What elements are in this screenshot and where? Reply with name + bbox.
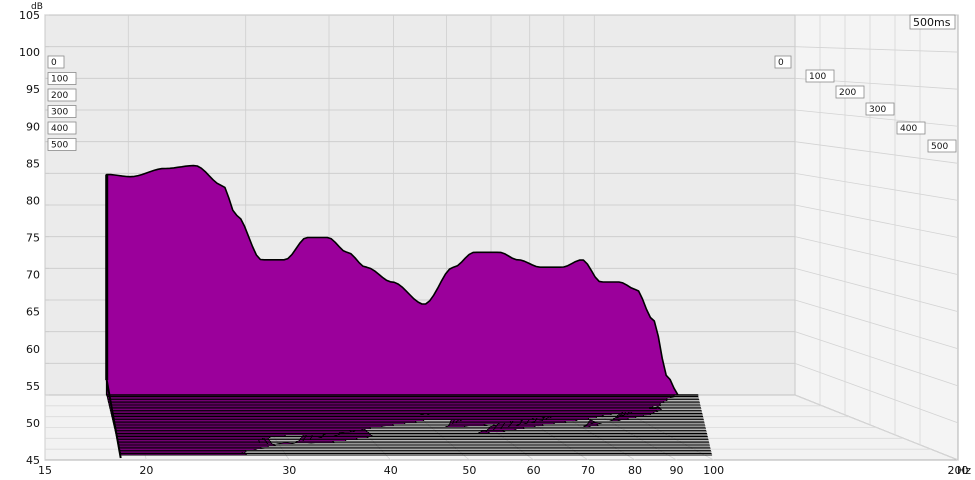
- x-tick-label: 90: [670, 464, 684, 477]
- y-tick-label: 55: [26, 380, 40, 393]
- time-label-right: 500: [931, 142, 948, 152]
- y-tick-label: 50: [26, 417, 40, 430]
- time-label-right-box: [805, 69, 835, 83]
- y-tick-label: 45: [26, 454, 40, 467]
- time-label-right-box: [865, 102, 895, 116]
- time-label-right: 200: [839, 88, 856, 98]
- time-label-left: 100: [51, 75, 68, 85]
- x-tick-label: 50: [462, 464, 476, 477]
- grid-line-wall: [794, 236, 959, 275]
- time-label-left-box: [47, 55, 65, 69]
- time-label-left: 200: [51, 91, 68, 101]
- y-tick-label: 60: [26, 343, 40, 356]
- time-unit-badge: 500ms: [909, 14, 956, 30]
- x-tick-label: 80: [628, 464, 642, 477]
- time-labels-left: 0 100 200 300 400 500: [47, 55, 77, 151]
- grid-line-wall: [794, 204, 959, 238]
- y-tick-label: 105: [19, 9, 40, 22]
- time-label-left: 400: [51, 124, 68, 134]
- y-tick-label: 80: [26, 194, 40, 207]
- x-axis-ticks: 15 20 30 40 50 60 70 80 90 100 200: [38, 464, 969, 477]
- y-tick-label: 65: [26, 306, 40, 319]
- waterfall-slice: [105, 164, 699, 396]
- time-label-right: 400: [900, 124, 917, 134]
- grid-line-wall: [794, 267, 959, 313]
- time-label-left-box: [47, 72, 77, 85]
- grid-line-wall: [794, 299, 959, 350]
- time-label-left: 0: [51, 58, 57, 68]
- grid-line-wall: [794, 331, 959, 387]
- time-label-right: 100: [809, 72, 826, 82]
- y-axis-ticks: 45 50 55 60 65 70 75 80 85 90 95 100 105: [19, 9, 40, 467]
- grid-line-wall: [794, 172, 959, 201]
- time-label-right: 300: [869, 105, 886, 115]
- time-label-right-box: [896, 121, 926, 135]
- time-label-right-box: [835, 85, 865, 99]
- y-tick-label: 70: [26, 269, 40, 282]
- x-axis-unit: Hz: [957, 464, 971, 477]
- grid-line-wall: [794, 141, 959, 164]
- y-tick-label: 95: [26, 83, 40, 96]
- x-tick-label: 100: [703, 464, 724, 477]
- y-tick-label: 100: [19, 46, 40, 59]
- time-label-left-box: [47, 121, 77, 135]
- time-label-left-box: [47, 138, 77, 151]
- waterfall-depth-edge: [105, 379, 122, 459]
- time-label-left-box: [47, 88, 77, 102]
- y-axis-unit: dB: [31, 2, 43, 12]
- time-label-left: 500: [51, 141, 68, 151]
- y-tick-label: 75: [26, 232, 40, 245]
- time-label-left-box: [47, 105, 77, 118]
- time-label-right-box: [927, 139, 957, 153]
- x-tick-label: 40: [384, 464, 398, 477]
- x-tick-label: 30: [282, 464, 296, 477]
- x-tick-label: 15: [38, 464, 52, 477]
- time-label-right-box: [774, 55, 792, 69]
- grid-line-wall: [794, 362, 959, 424]
- x-tick-label: 70: [581, 464, 595, 477]
- x-tick-label: 200: [948, 464, 969, 477]
- waterfall-slices: [105, 164, 713, 459]
- y-tick-label: 85: [26, 157, 40, 170]
- time-labels-right: 0 100 200 300 400 500: [774, 55, 957, 153]
- time-label-left: 300: [51, 108, 68, 118]
- time-unit-label: 500ms: [913, 16, 951, 29]
- time-label-right: 0: [778, 58, 784, 68]
- grid-line-wall: [794, 109, 959, 127]
- y-tick-label: 90: [26, 120, 40, 133]
- grid-line-wall: [794, 46, 959, 53]
- x-tick-label: 20: [139, 464, 153, 477]
- x-tick-label: 60: [527, 464, 541, 477]
